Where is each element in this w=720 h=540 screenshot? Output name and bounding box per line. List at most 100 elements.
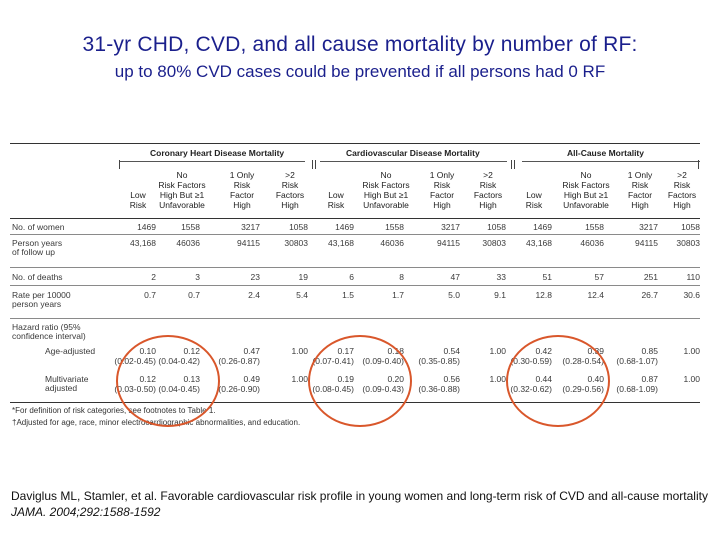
table-cell-rate: 26.7: [641, 290, 658, 300]
column-header: No Risk Factors High But ≥1 Unfavorable: [158, 170, 206, 210]
group-divider: [514, 160, 515, 169]
table-cell-rate: 5.4: [296, 290, 308, 300]
slide-title: 31-yr CHD, CVD, and all cause mortality …: [82, 33, 638, 56]
table-cell-deaths: 47: [450, 272, 460, 282]
table-cell-women: 1558: [181, 222, 200, 232]
table-cell-deaths: 110: [686, 272, 700, 282]
table-cell-deaths: 251: [643, 272, 658, 282]
group-divider: [312, 160, 313, 169]
table-cell-deaths: 23: [250, 272, 260, 282]
table-cell-rate: 2.4: [248, 290, 260, 300]
table-cell-person-years: 43,168: [130, 238, 156, 248]
table-cell-person-years: 30803: [482, 238, 506, 248]
table-cell-rate: 0.7: [144, 290, 156, 300]
highlight-circle-cvd: [308, 335, 412, 427]
row-rule: [10, 267, 700, 268]
table-cell-deaths: 8: [399, 272, 404, 282]
table-cell-person-years: 94115: [436, 238, 460, 248]
table-cell-age-ci: (0.68-1.07): [616, 356, 658, 366]
table-cell-age-adjusted: 0.54: [443, 346, 460, 356]
footnote-definition: *For definition of risk categories, see …: [12, 406, 216, 415]
table-cell-multi-ci: (0.68-1.09): [616, 384, 658, 394]
column-header: 1 Only Risk Factor High: [627, 170, 653, 210]
group-cvd: Cardiovascular Disease Mortality: [346, 148, 480, 158]
table-cell-rate: 0.7: [188, 290, 200, 300]
column-header: Low Risk: [327, 190, 345, 210]
column-header: >2 Risk Factors High: [667, 170, 697, 210]
table-cell-deaths: 6: [349, 272, 354, 282]
table-cell-age-adjusted: 0.47: [243, 346, 260, 356]
table-cell-multivariate: 0.87: [641, 374, 658, 384]
column-header: No Risk Factors High But ≥1 Unfavorable: [362, 170, 410, 210]
table-cell-age-adjusted: 1.00: [489, 346, 506, 356]
table-cell-multi-ci: (0.26-0.90): [218, 384, 260, 394]
citation: Daviglus ML, Stamler, et al. Favorable c…: [11, 488, 711, 520]
group-divider: [315, 160, 316, 169]
group-divider: [119, 160, 120, 169]
table-cell-rate: 5.0: [448, 290, 460, 300]
table-cell-person-years: 94115: [236, 238, 260, 248]
highlight-circle-all-cause: [506, 335, 610, 427]
table-cell-multivariate: 1.00: [683, 374, 700, 384]
table-cell-person-years: 46036: [176, 238, 200, 248]
table-cell-multi-ci: (0.36-0.88): [418, 384, 460, 394]
table-cell-women: 1469: [137, 222, 156, 232]
column-header: 1 Only Risk Factor High: [429, 170, 455, 210]
table-cell-rate: 9.1: [494, 290, 506, 300]
mortality-table: Coronary Heart Disease Mortality Cardiov…: [10, 140, 700, 435]
label-rate: Rate per 10000 person years: [12, 290, 71, 309]
table-cell-women: 1558: [385, 222, 404, 232]
group-rule-all: [522, 161, 700, 162]
table-cell-rate: 12.8: [535, 290, 552, 300]
table-cell-deaths: 19: [298, 272, 308, 282]
label-person-years: Person years of follow up: [12, 238, 63, 257]
table-cell-rate: 30.6: [683, 290, 700, 300]
table-cell-person-years: 46036: [580, 238, 604, 248]
label-age-adjusted: Age-adjusted: [45, 346, 96, 356]
table-cell-age-adjusted: 0.85: [641, 346, 658, 356]
table-cell-multivariate: 0.49: [243, 374, 260, 384]
table-cell-rate: 12.4: [587, 290, 604, 300]
table-cell-multivariate: 1.00: [291, 374, 308, 384]
table-cell-person-years: 30803: [676, 238, 700, 248]
table-cell-age-adjusted: 1.00: [291, 346, 308, 356]
table-cell-person-years: 43,168: [526, 238, 552, 248]
citation-journal: JAMA. 2004;292:1588-1592: [11, 505, 161, 519]
group-divider: [511, 160, 512, 169]
column-header: 1 Only Risk Factor High: [229, 170, 255, 210]
table-cell-women: 1558: [585, 222, 604, 232]
column-header: Low Risk: [525, 190, 543, 210]
group-all-cause: All-Cause Mortality: [567, 148, 644, 158]
table-cell-women: 3217: [441, 222, 460, 232]
group-rule-chd: [120, 161, 305, 162]
table-cell-deaths: 33: [496, 272, 506, 282]
row-rule: [10, 234, 700, 235]
table-cell-rate: 1.5: [342, 290, 354, 300]
header-rule: [10, 218, 700, 219]
table-cell-women: 1469: [533, 222, 552, 232]
table-cell-multivariate: 0.56: [443, 374, 460, 384]
citation-text: Daviglus ML, Stamler, et al. Favorable c…: [11, 489, 708, 503]
group-divider: [698, 160, 699, 169]
highlight-circle-chd: [116, 335, 220, 427]
label-multivariate: Multivariate adjusted: [45, 374, 89, 393]
table-cell-age-adjusted: 1.00: [683, 346, 700, 356]
label-women: No. of women: [12, 222, 65, 232]
table-cell-age-ci: (0.26-0.87): [218, 356, 260, 366]
table-top-rule: [10, 143, 700, 144]
group-chd: Coronary Heart Disease Mortality: [150, 148, 285, 158]
table-cell-person-years: 94115: [634, 238, 658, 248]
column-header: >2 Risk Factors High: [473, 170, 503, 210]
table-cell-person-years: 30803: [284, 238, 308, 248]
table-cell-women: 1058: [289, 222, 308, 232]
row-rule: [10, 318, 700, 319]
label-hazard-ratio: Hazard ratio (95% confidence interval): [12, 322, 86, 341]
table-cell-deaths: 2: [151, 272, 156, 282]
table-cell-women: 1058: [681, 222, 700, 232]
table-cell-women: 3217: [639, 222, 658, 232]
table-cell-deaths: 57: [594, 272, 604, 282]
label-deaths: No. of deaths: [12, 272, 63, 282]
table-cell-rate: 1.7: [392, 290, 404, 300]
table-cell-women: 3217: [241, 222, 260, 232]
table-cell-age-ci: (0.35-0.85): [418, 356, 460, 366]
